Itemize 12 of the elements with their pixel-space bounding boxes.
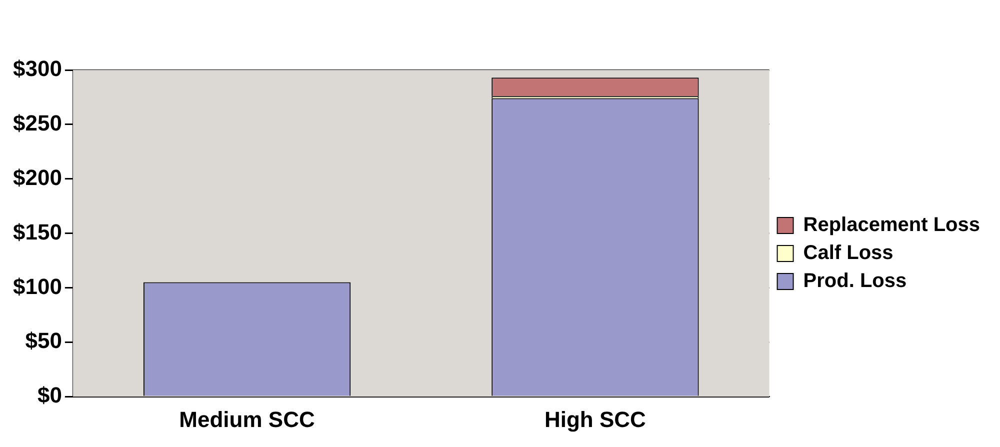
y-tick-label: $200 [12, 164, 62, 190]
y-tick-label: $250 [12, 110, 62, 136]
y-tick-label: $300 [12, 56, 62, 82]
legend-label: Prod. Loss [803, 270, 907, 292]
legend-label: Replacement Loss [803, 214, 980, 236]
y-tick-label: $50 [25, 328, 62, 354]
y-tick-label: $150 [12, 219, 62, 244]
legend-label: Calf Loss [803, 242, 894, 264]
y-tick-label: $100 [12, 274, 62, 299]
y-tick-label: $0 [37, 382, 62, 408]
x-tick-label: Medium SCC [179, 406, 315, 432]
x-tick-label: High SCC [544, 406, 646, 432]
